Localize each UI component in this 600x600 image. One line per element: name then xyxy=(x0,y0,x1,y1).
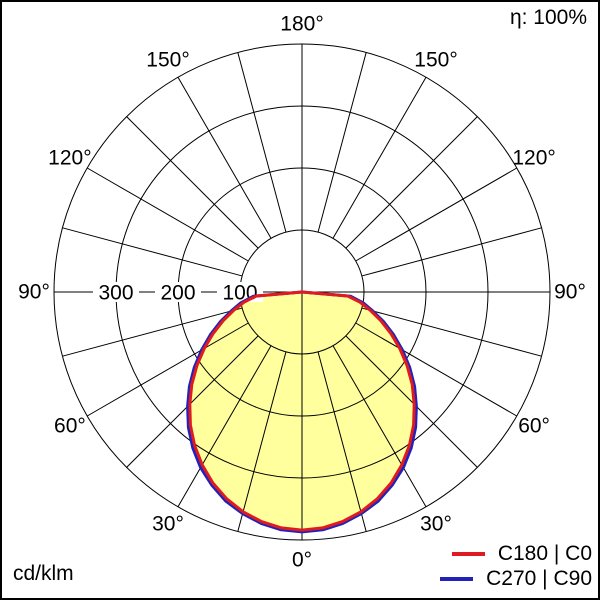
grid-spoke xyxy=(62,307,243,357)
r-tick-bg-200 xyxy=(155,282,201,302)
grid-spoke xyxy=(355,322,518,417)
grid-spoke xyxy=(317,351,367,532)
grid-spoke xyxy=(361,227,542,277)
grid-spoke xyxy=(237,351,287,532)
legend-label-c180-c0: C180 | C0 xyxy=(497,541,592,565)
grid-spoke xyxy=(86,322,249,417)
r-tick-bg-300 xyxy=(93,282,139,302)
legend-label-c270-c90: C270 | C90 xyxy=(486,566,592,590)
angle-label-0: 0° xyxy=(292,549,312,572)
curve-c270-c90 xyxy=(186,290,418,534)
grid-spoke xyxy=(237,52,287,233)
angle-label-60-left: 60° xyxy=(54,415,86,438)
grid-spoke xyxy=(317,52,367,233)
grid-spoke xyxy=(345,335,478,468)
grid-spoke xyxy=(177,76,272,239)
grid-spoke xyxy=(126,335,259,468)
angle-label-90-right: 90° xyxy=(554,281,586,304)
grid-spoke xyxy=(177,345,272,508)
angle-label-30-right: 30° xyxy=(420,513,452,536)
grid-spoke xyxy=(62,227,243,277)
curve-c180-c0 xyxy=(188,290,416,532)
grid-spoke xyxy=(332,345,427,508)
r-tick-label-100: 100 xyxy=(222,282,257,305)
grid-spoke xyxy=(332,76,427,239)
legend-item-c270-c90: C270 | C90 xyxy=(440,566,592,591)
angle-label-150-right: 150° xyxy=(414,48,457,71)
legend-line-blue-icon xyxy=(440,576,474,581)
efficiency-label: η: 100% xyxy=(509,6,587,29)
angle-label-120-right: 120° xyxy=(512,147,555,170)
angle-label-120-left: 120° xyxy=(48,147,91,170)
angle-label-180: 180° xyxy=(280,13,323,36)
r-tick-label-300: 300 xyxy=(98,282,133,305)
legend-line-red-icon xyxy=(451,551,485,556)
grid-spoke xyxy=(126,116,259,249)
grid-spoke xyxy=(361,307,542,357)
legend: C180 | C0 C270 | C90 xyxy=(440,541,592,591)
units-label: cd/klm xyxy=(13,562,74,585)
r-tick-label-200: 200 xyxy=(160,282,195,305)
angle-label-60-right: 60° xyxy=(518,415,550,438)
grid-spoke xyxy=(86,167,249,262)
angle-label-90-left: 90° xyxy=(18,281,50,304)
angle-label-150-left: 150° xyxy=(146,48,189,71)
legend-item-c180-c0: C180 | C0 xyxy=(451,541,592,566)
grid-spoke xyxy=(345,116,478,249)
angle-label-30-left: 30° xyxy=(152,513,184,536)
grid-spoke xyxy=(355,167,518,262)
